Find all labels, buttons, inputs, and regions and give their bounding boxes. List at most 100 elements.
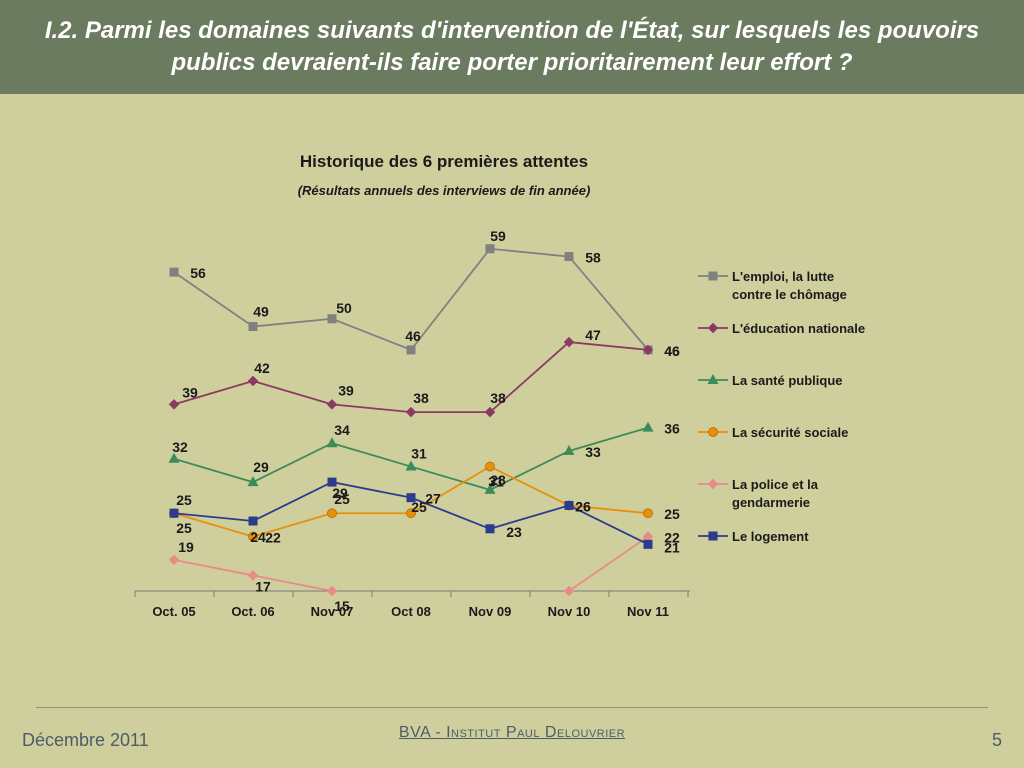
data-point [485,244,495,254]
x-tick-label: Oct. 05 [152,604,195,619]
legend-entry: La police et la gendarmerie [732,477,819,510]
legend-entry: L'emploi, la lutte contre le chômage [732,269,847,302]
data-point [563,336,575,348]
data-label: 28 [490,472,506,488]
data-point [563,445,575,455]
legend-entry: L'éducation nationale [732,321,865,336]
data-label: 47 [585,327,601,343]
legend-marker [707,478,719,490]
x-tick-label: Oct. 06 [231,604,274,619]
data-point [327,477,337,487]
data-point [643,539,653,549]
data-label: 23 [506,524,522,540]
data-point [248,322,258,332]
data-point [642,344,654,356]
legend-marker [707,374,719,384]
data-label: 24 [250,529,266,545]
data-label: 31 [488,474,504,490]
data-point [326,437,338,448]
data-point [168,398,180,410]
data-label: 26 [575,498,591,514]
legend-entry: Le logement [732,529,809,544]
data-label: 25 [334,491,350,507]
data-label: 39 [338,382,354,398]
footer-source: BVA - Institut Paul Delouvrier [398,724,626,741]
data-point [405,406,417,418]
data-label: 38 [413,390,429,406]
data-label: 21 [664,539,680,555]
data-point [642,421,654,432]
data-point [484,406,496,418]
slide-header: I.2. Parmi les domaines suivants d'inter… [0,0,1024,94]
data-label: 25 [411,499,427,515]
data-label: 38 [490,390,506,406]
data-point [485,461,495,472]
chart-subtitle: (Résultats annuels des interviews de fin… [298,183,591,198]
data-label: 25 [664,506,680,522]
page-number: 5 [991,730,1002,750]
data-label: 59 [490,228,506,244]
data-point [326,585,338,597]
data-label: 58 [585,250,601,266]
footer-date: Décembre 2011 [22,730,149,750]
data-point [168,554,180,566]
data-label: 46 [664,343,680,359]
legend-entry: La santé publique [732,373,843,388]
data-label: 17 [255,578,271,594]
data-label: 15 [334,598,350,614]
data-point [169,267,179,277]
data-label: 33 [585,444,601,460]
data-point [169,508,179,518]
data-label: 29 [253,459,269,475]
data-point [327,508,337,519]
data-label: 56 [190,265,206,281]
legend-marker [708,427,718,437]
data-point [485,524,495,534]
data-label: 25 [176,520,192,536]
data-point [247,476,259,487]
x-tick-label: Nov 07 [311,604,354,619]
series-line [568,535,649,592]
x-tick-label: Nov 11 [627,604,669,619]
data-label: 29 [332,485,348,501]
legend-marker [707,322,719,334]
data-point [247,570,259,581]
data-label: 19 [178,539,194,555]
data-label: 50 [336,300,352,316]
data-point [564,252,574,262]
data-point [563,585,575,597]
data-label: 39 [182,384,198,400]
data-point [564,500,574,510]
data-point [248,531,258,542]
data-point [643,508,653,519]
data-label: 49 [253,304,269,320]
data-label: 36 [664,421,680,437]
footer-divider [36,707,988,708]
data-point [406,345,416,355]
data-label: 32 [172,439,188,455]
data-label: 25 [176,492,192,508]
data-label: 46 [664,343,680,359]
data-label: 26 [575,498,591,514]
data-point [327,314,337,324]
data-point [326,398,338,410]
data-label: 22 [265,530,281,546]
data-point [247,375,259,387]
slide-title: I.2. Parmi les domaines suivants d'inter… [44,17,980,76]
data-label: 42 [254,360,270,376]
data-point [484,483,496,494]
data-point [248,516,258,526]
legend-marker [708,531,718,541]
data-label: 34 [334,422,350,438]
x-tick-label: Oct 08 [391,604,431,619]
chart-title: Historique des 6 premières attentes [300,152,588,171]
legend-marker [708,271,718,281]
data-label: 27 [425,491,441,507]
data-point [406,508,416,519]
x-tick-label: Nov 10 [548,604,591,619]
data-label: 31 [411,446,427,462]
data-label: 22 [664,530,680,546]
data-label: 46 [405,328,421,344]
data-point [405,460,417,471]
x-tick-label: Nov 09 [469,604,512,619]
